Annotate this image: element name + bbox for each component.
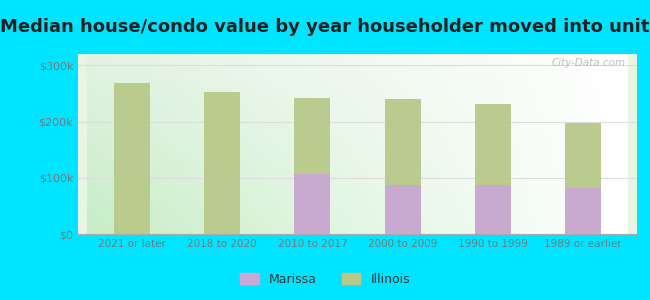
Bar <box>565 123 601 234</box>
Bar <box>385 99 421 234</box>
Bar <box>385 184 421 234</box>
Bar <box>114 83 150 234</box>
Bar <box>294 174 330 234</box>
Bar <box>474 103 511 234</box>
Text: City-Data.com: City-Data.com <box>552 58 626 68</box>
Bar <box>294 98 330 234</box>
Bar <box>204 92 240 234</box>
Bar <box>474 185 511 234</box>
Text: Median house/condo value by year householder moved into unit: Median house/condo value by year househo… <box>0 18 650 36</box>
Legend: Marissa, Illinois: Marissa, Illinois <box>235 268 415 291</box>
Bar <box>565 188 601 234</box>
